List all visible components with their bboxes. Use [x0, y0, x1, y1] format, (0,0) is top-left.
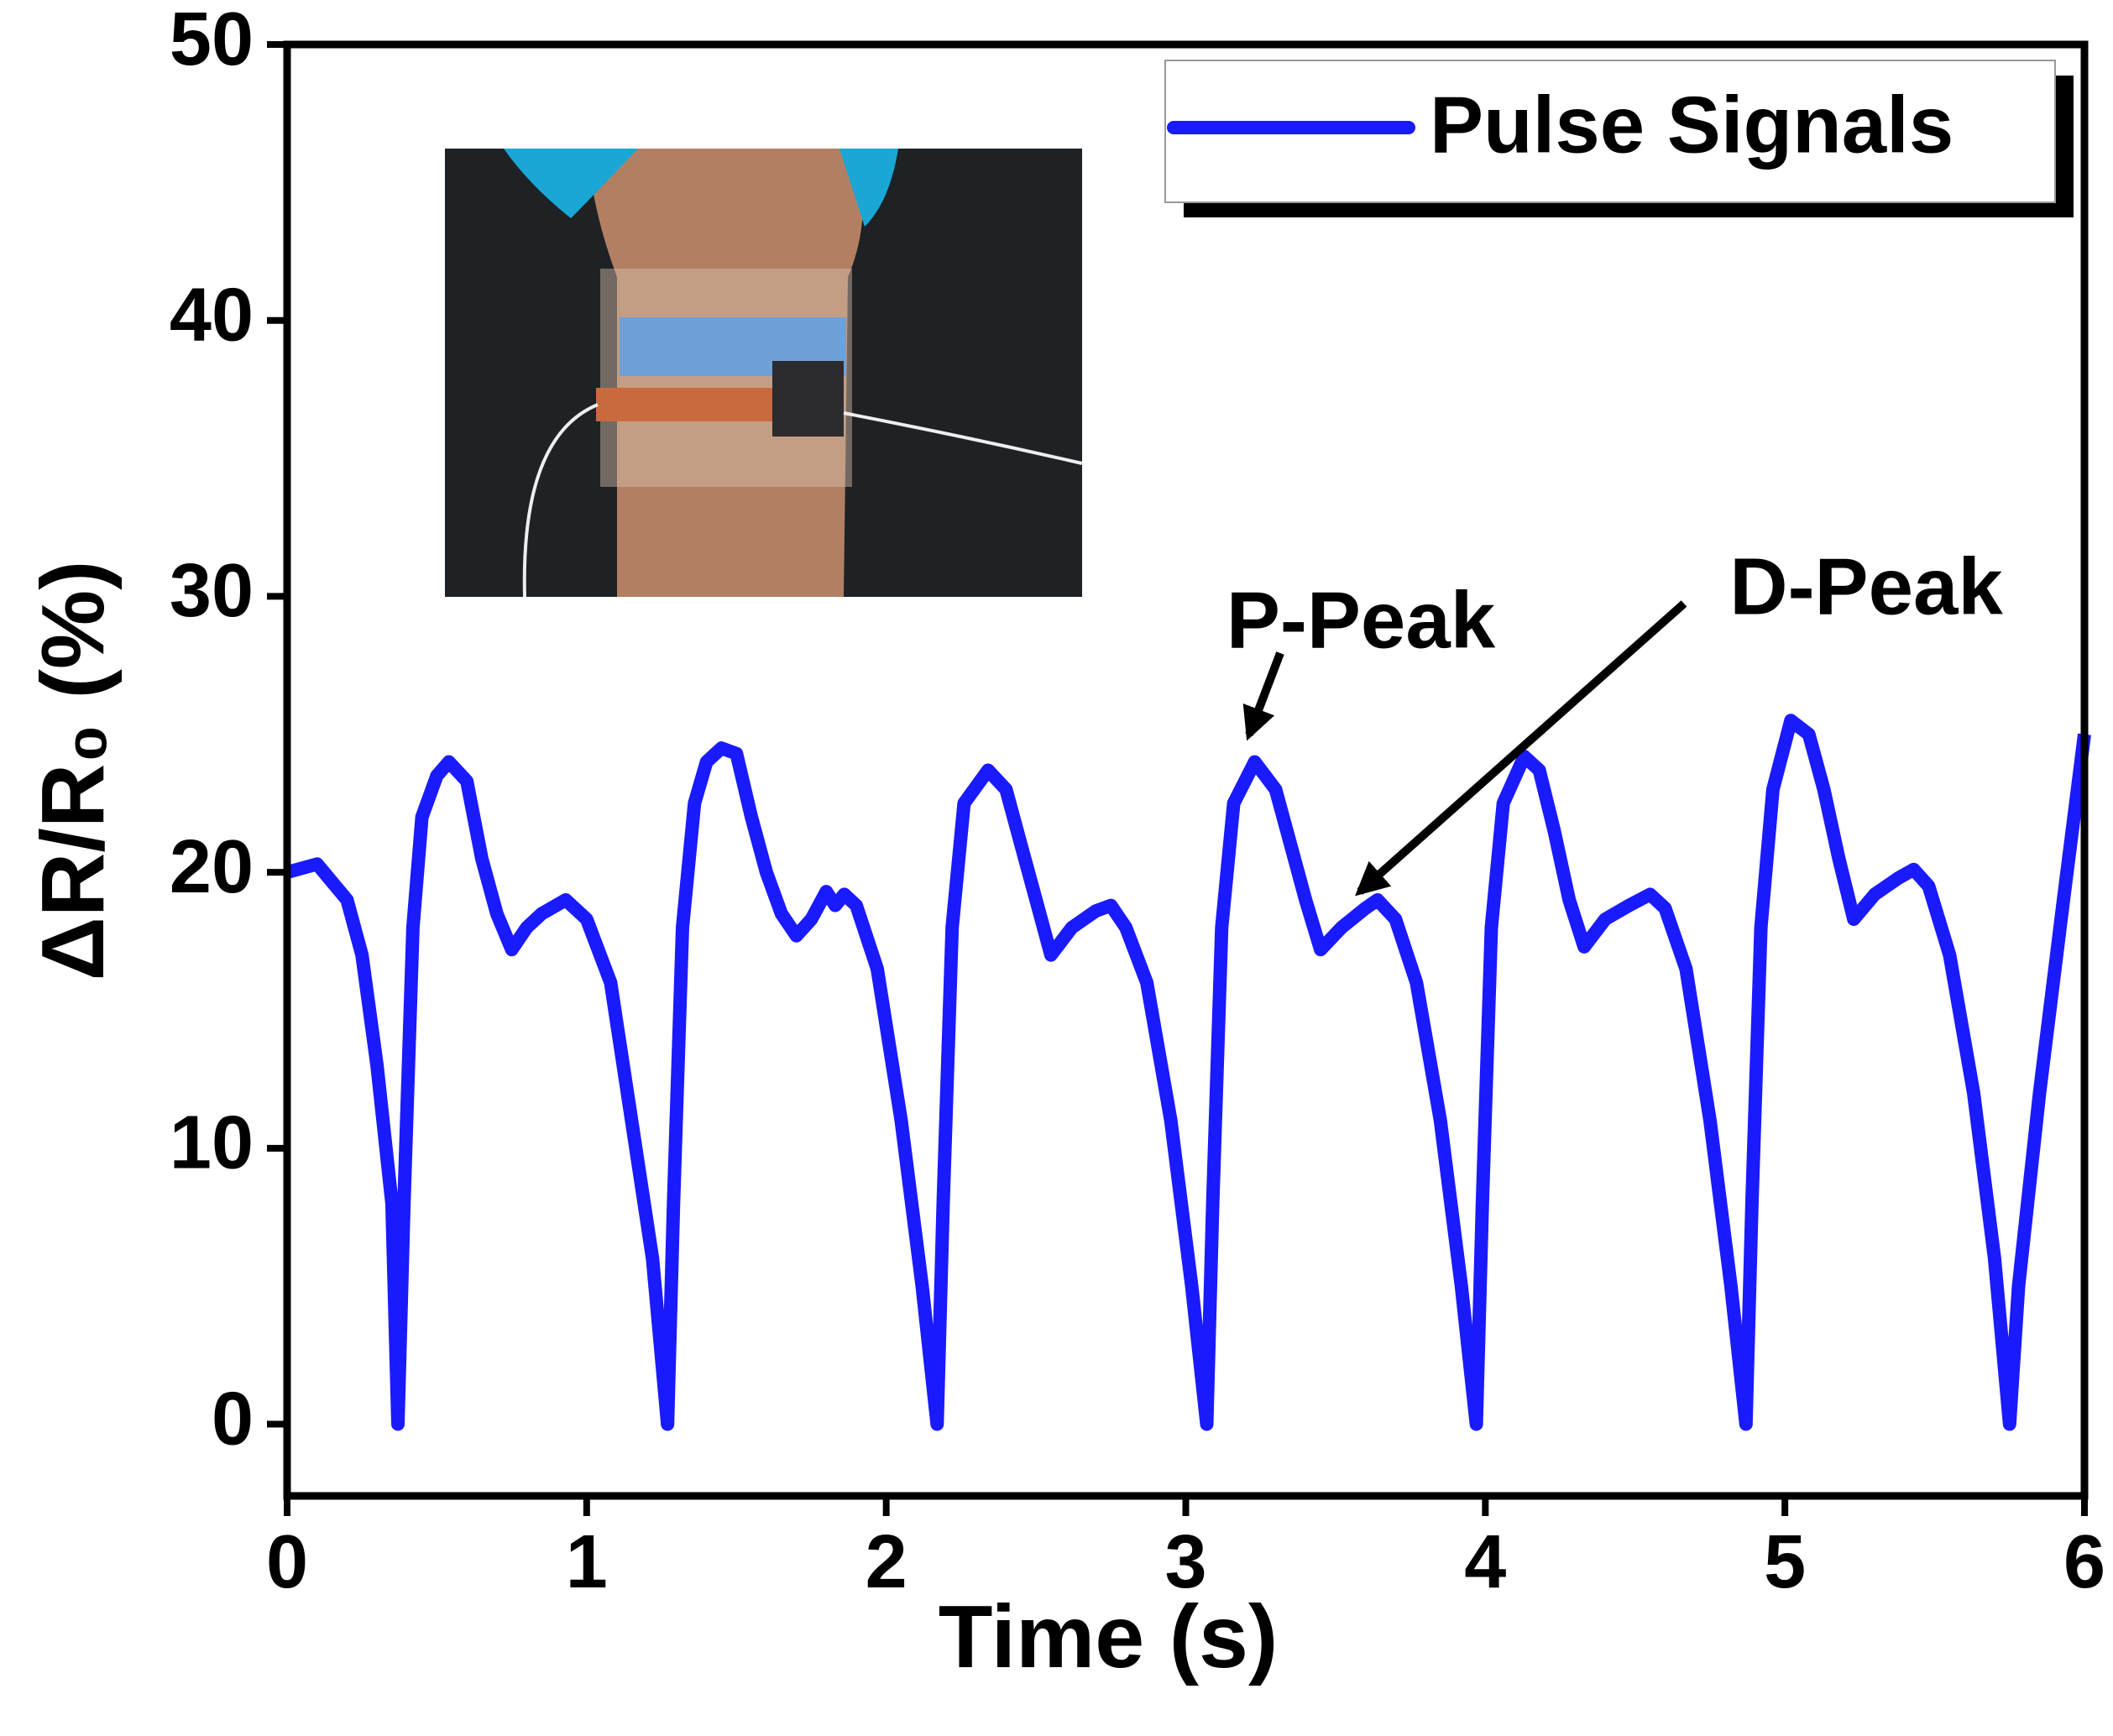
y-tick-label: 30 [170, 549, 254, 633]
annotation: D-Peak [1729, 541, 2003, 631]
y-tick-label: 20 [170, 825, 254, 909]
legend-label: Pulse Signals [1430, 80, 1953, 170]
annotation: P-Peak [1226, 575, 1496, 665]
x-axis-title: Time (s) [939, 1587, 1279, 1686]
y-tick-label: 0 [212, 1377, 254, 1461]
x-tick-label: 0 [266, 1520, 308, 1604]
x-tick-label: 1 [566, 1520, 608, 1604]
x-tick-label: 5 [1764, 1520, 1806, 1604]
annotation-arrow [1355, 600, 1687, 897]
y-tick-label: 40 [170, 273, 254, 357]
legend: Pulse Signals [1164, 60, 2074, 217]
inset-photo [445, 149, 1083, 598]
annotation-arrow [1242, 651, 1284, 741]
plot-area: 0 1 2 3 4 5 6 0 10 20 30 40 50 [170, 0, 2105, 1604]
y-tick-label: 50 [170, 0, 254, 81]
x-tick-label: 2 [866, 1520, 907, 1604]
plot-frame [283, 40, 2089, 1500]
x-tick-label: 4 [1464, 1520, 1506, 1604]
x-tick-label: 3 [1164, 1520, 1206, 1604]
x-tick-label: 6 [2063, 1520, 2105, 1604]
y-tick-label: 10 [170, 1101, 254, 1185]
y-axis-title: ΔR/R₀ (%) [24, 561, 123, 981]
data-line [285, 714, 2091, 1431]
annotations: P-Peak D-Peak [1226, 541, 2003, 897]
